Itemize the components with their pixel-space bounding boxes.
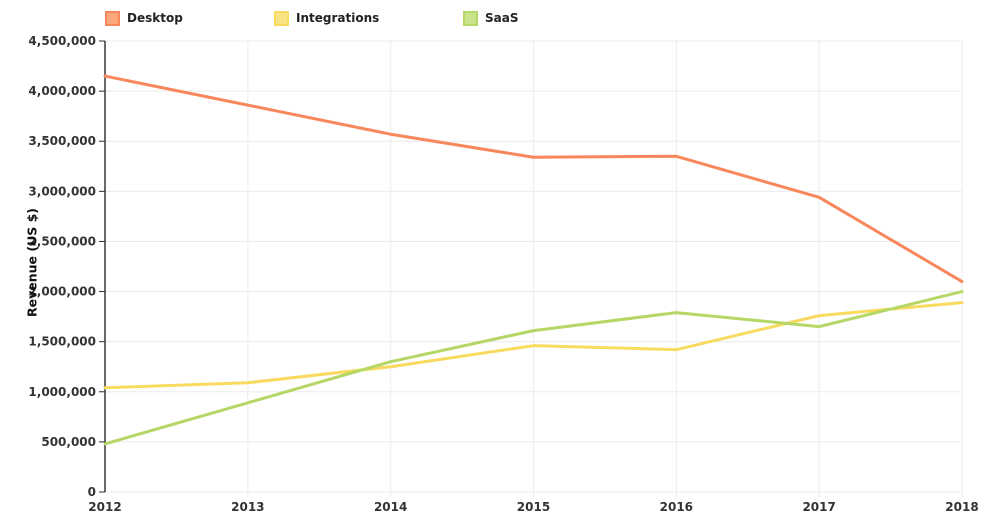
y-tick-label: 1,500,000 xyxy=(28,335,96,349)
y-tick-label: 500,000 xyxy=(41,435,96,449)
y-tick-label: 2,500,000 xyxy=(28,234,96,248)
series-line-saas xyxy=(103,290,964,446)
y-tick-label: 0 xyxy=(88,485,96,499)
legend-label-saas: SaaS xyxy=(485,11,519,25)
y-tick-label: 4,000,000 xyxy=(28,84,96,98)
y-tick-label: 1,000,000 xyxy=(28,385,96,399)
y-tick-label: 4,500,000 xyxy=(28,34,96,48)
series-line-desktop xyxy=(103,74,964,284)
y-tick-label: 2,000,000 xyxy=(28,285,96,299)
legend-label-desktop: Desktop xyxy=(127,11,183,25)
series-line-integrations xyxy=(103,301,964,390)
legend-item-saas[interactable]: SaaS xyxy=(463,11,518,26)
y-axis-title: Revenue (US $) xyxy=(24,208,40,317)
x-tick-label: 2017 xyxy=(802,500,835,514)
x-tick-label: 2012 xyxy=(88,500,121,514)
y-tick-label: 3,500,000 xyxy=(28,134,96,148)
legend-swatch-desktop xyxy=(105,11,120,26)
legend-swatch-integrations xyxy=(274,11,289,26)
legend-item-desktop[interactable]: Desktop xyxy=(105,11,183,26)
y-tick-label: 3,000,000 xyxy=(28,184,96,198)
legend-item-integrations[interactable]: Integrations xyxy=(274,11,379,26)
x-tick-label: 2016 xyxy=(660,500,693,514)
x-tick-label: 2015 xyxy=(517,500,550,514)
x-tick-label: 2013 xyxy=(231,500,264,514)
legend-swatch-saas xyxy=(463,11,478,26)
x-tick-label: 2014 xyxy=(374,500,407,514)
x-tick-label: 2018 xyxy=(945,500,978,514)
legend-label-integrations: Integrations xyxy=(296,11,380,25)
